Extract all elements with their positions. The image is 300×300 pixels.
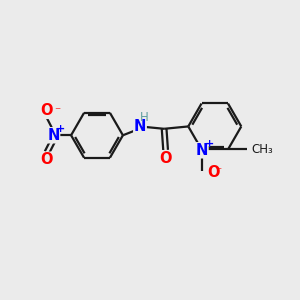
Text: ⁻: ⁻: [54, 105, 61, 118]
Text: O: O: [41, 152, 53, 167]
Text: N: N: [47, 128, 60, 143]
Text: O: O: [207, 165, 219, 180]
Text: ⁻: ⁻: [216, 166, 222, 178]
Text: O: O: [41, 103, 53, 118]
Text: CH₃: CH₃: [252, 143, 273, 156]
Text: N: N: [134, 119, 146, 134]
Text: N: N: [196, 143, 208, 158]
Text: +: +: [205, 139, 214, 149]
Text: H: H: [140, 110, 149, 124]
Text: +: +: [56, 124, 65, 134]
Text: O: O: [159, 151, 172, 166]
